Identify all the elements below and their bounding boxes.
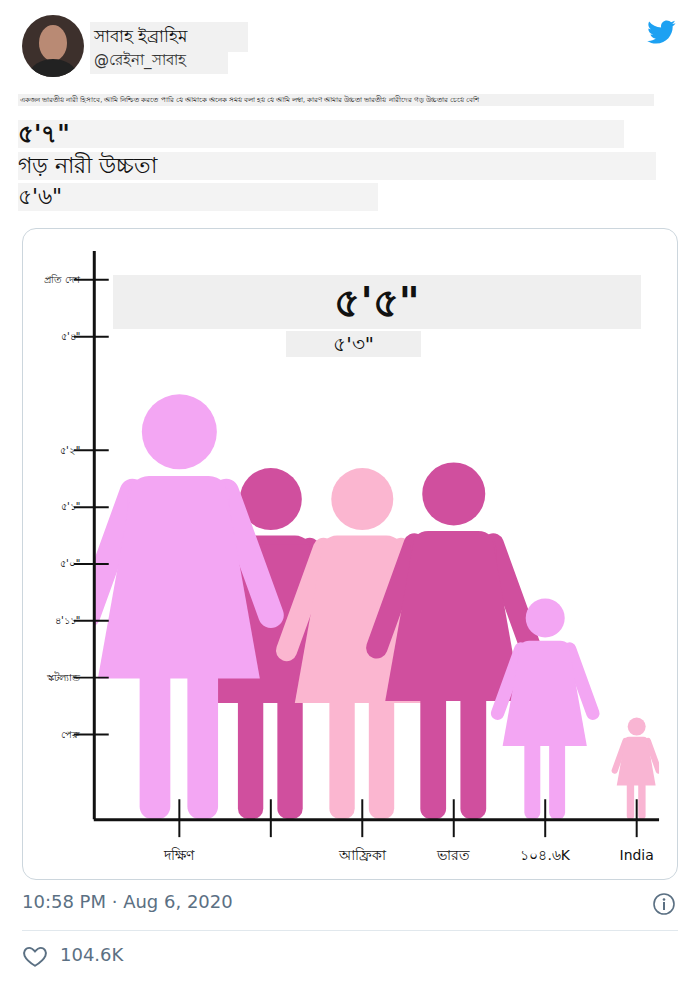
html-text:@রেইনা_সাবাহ: @রেইনা_সাবাহ <box>94 51 186 69</box>
svg-text:পেরু: পেরু <box>61 729 80 740</box>
html-text:৫'৭": ৫'৭" <box>18 120 70 148</box>
html-text:৫'৩": ৫'৩" <box>333 332 374 356</box>
svg-text:স্কটল্যান্ড: স্কটল্যান্ড <box>46 671 81 683</box>
svg-text:ভারত: ভারত <box>436 847 470 863</box>
html-text:10:58 PM · Aug 6, 2020: 10:58 PM · Aug 6, 2020 <box>22 891 233 912</box>
svg-text:১০৪.৬K: ১০৪.৬K <box>520 847 570 863</box>
svg-text:দক্ষিণ: দক্ষিণ <box>163 847 195 863</box>
svg-text:৫'০": ৫'০" <box>60 558 80 569</box>
svg-text:৫'৪": ৫'৪" <box>61 331 80 342</box>
html-text:104.6K: 104.6K <box>60 944 124 965</box>
html-text:৫'৬": ৫'৬" <box>18 184 63 209</box>
svg-text:৫'১": ৫'১" <box>61 501 80 512</box>
html-text:গড় নারী উচ্চতা: গড় নারী উচ্চতা <box>18 153 157 178</box>
html-text:৫'৫": ৫'৫" <box>334 279 420 325</box>
svg-text:প্রতি দেশ: প্রতি দেশ <box>44 274 81 285</box>
svg-text:আফ্রিকা: আফ্রিকা <box>338 847 387 863</box>
html-text:একজন ভারতীয় নারী হিসাবে, আমি: একজন ভারতীয় নারী হিসাবে, আমি নিশ্চিত কর… <box>20 96 479 104</box>
svg-text:৪'১১": ৪'১১" <box>55 615 80 626</box>
svg-text:৫'২": ৫'২" <box>60 445 80 456</box>
html-text:সাবাহ ইব্রাহিম: সাবাহ ইব্রাহিম <box>94 26 188 46</box>
svg-text:India: India <box>620 847 654 863</box>
